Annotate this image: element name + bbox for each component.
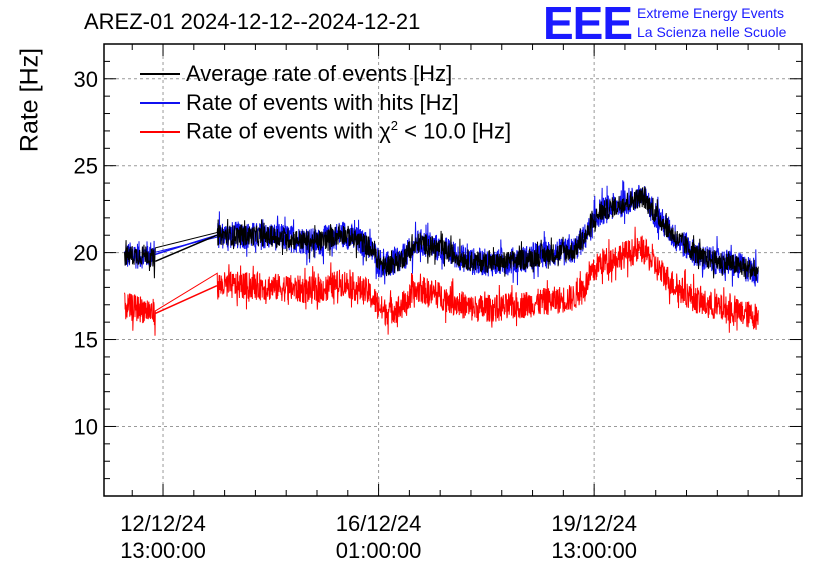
legend-swatch-hits <box>140 101 180 104</box>
y-tick-label: 30 <box>74 67 98 92</box>
chart-title: AREZ-01 2024-12-12--2024-12-21 <box>84 9 421 34</box>
legend-label-chi2-pre: Rate of events with χ <box>186 118 391 144</box>
legend-label-average: Average rate of events [Hz] <box>186 60 453 86</box>
x-tick-label-time: 01:00:00 <box>336 538 422 563</box>
x-tick-label-date: 19/12/24 <box>551 511 637 536</box>
legend-label-chi2-sup: 2 <box>390 118 398 134</box>
legend-item-chi2: Rate of events with χ2 < 10.0 [Hz] <box>140 117 511 146</box>
series-gap-connector-0 <box>155 234 218 262</box>
legend-swatch-chi2 <box>140 130 180 133</box>
legend-swatch-average <box>140 72 180 75</box>
y-tick-label: 15 <box>74 328 98 353</box>
y-axis-label: Rate [Hz] <box>15 47 44 153</box>
organization-line-2: La Scienza nelle Scuole <box>637 24 787 40</box>
legend-item-average: Average rate of events [Hz] <box>140 59 511 88</box>
legend-label-chi2: Rate of events with χ2 < 10.0 [Hz] <box>186 118 511 144</box>
x-tick-label-time: 13:00:00 <box>551 538 637 563</box>
x-tick-label-time: 13:00:00 <box>120 538 206 563</box>
y-tick-label: 25 <box>74 154 98 179</box>
x-tick-label-date: 16/12/24 <box>336 511 422 536</box>
series-gap-connector-2 <box>155 284 218 315</box>
eee-logo: EEE <box>543 0 633 49</box>
legend-label-chi2-post: < 10.0 [Hz] <box>398 118 512 144</box>
series-gap-connector-1 <box>155 234 218 256</box>
legend-item-hits: Rate of events with hits [Hz] <box>140 88 511 117</box>
chart-legend: Average rate of events [Hz] Rate of even… <box>140 59 511 146</box>
organization-line-1: Extreme Energy Events <box>637 5 785 21</box>
organization-text: Extreme Energy Events La Scienza nelle S… <box>637 4 786 42</box>
x-tick-label-date: 12/12/24 <box>120 511 206 536</box>
series-line-0 <box>124 186 759 282</box>
y-tick-label: 10 <box>74 414 98 439</box>
series-line-2 <box>124 226 759 336</box>
legend-label-hits: Rate of events with hits [Hz] <box>186 89 459 115</box>
y-tick-label: 20 <box>74 241 98 266</box>
